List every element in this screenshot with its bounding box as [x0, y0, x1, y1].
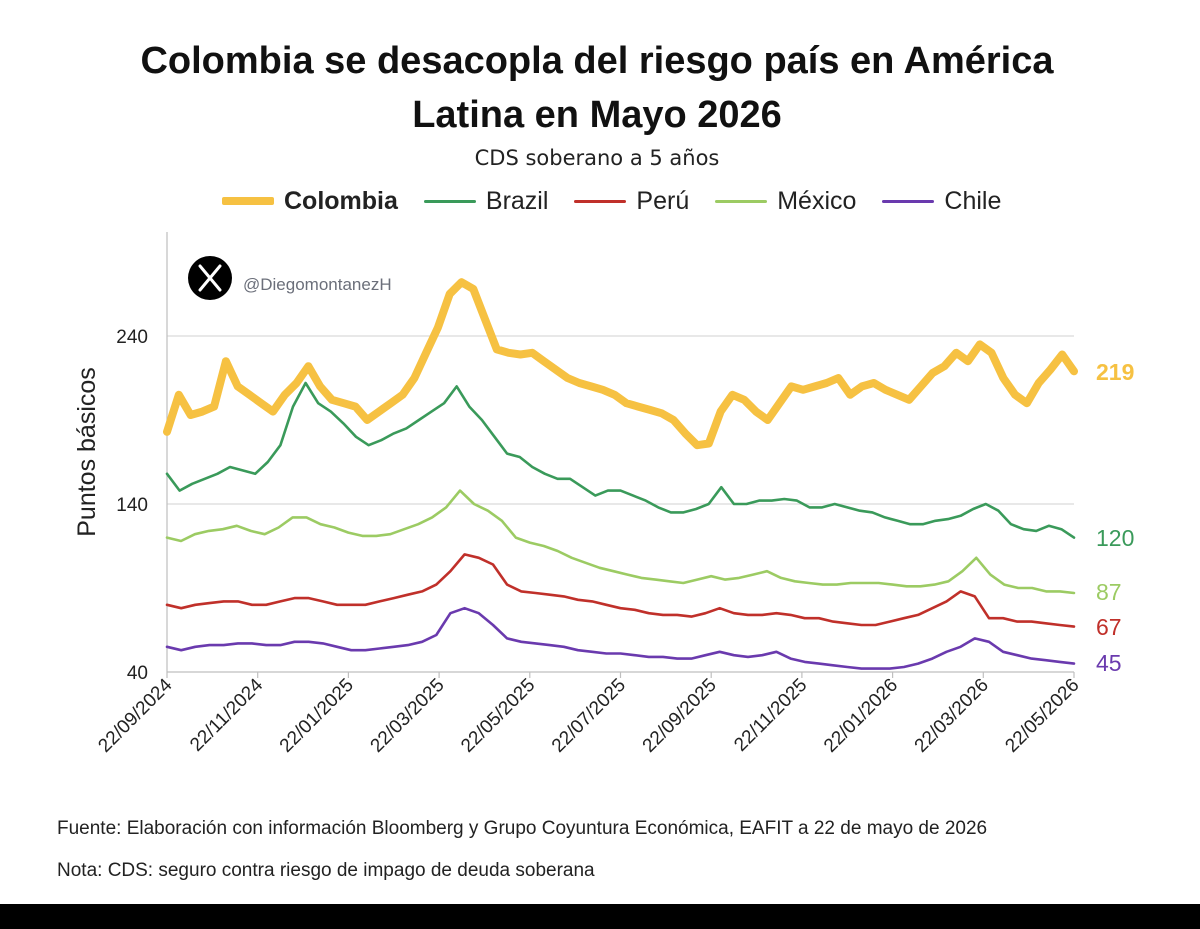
x-tick-label: 22/09/2024: [94, 674, 176, 756]
x-tick-label: 22/01/2025: [276, 675, 358, 757]
legend-label: Chile: [944, 186, 1002, 215]
series-line-colombia: [163, 278, 1078, 450]
legend-swatch: [882, 199, 935, 203]
series-line-méxico: [165, 489, 1076, 595]
x-tick-label: 22/05/2026: [1001, 675, 1083, 757]
bottom-bar: [0, 904, 1200, 929]
legend-swatch: [574, 199, 627, 203]
x-tick-label: 22/03/2026: [911, 675, 993, 757]
chart-title-line-1: Colombia se desacopla del riesgo país en…: [140, 40, 1054, 82]
legend-swatch: [715, 199, 768, 203]
end-label-chile: 45: [1096, 650, 1122, 676]
x-tick-label: 22/11/2025: [730, 675, 811, 756]
x-tick-label: 22/03/2025: [367, 675, 449, 757]
end-label-colombia: 219: [1096, 359, 1134, 385]
series-line-chile: [165, 606, 1076, 670]
legend-label: Brazil: [485, 186, 549, 215]
legend-swatch: [222, 197, 274, 205]
definition-note: Nota: CDS: seguro contra riesgo de impag…: [57, 860, 595, 881]
legend-label: México: [777, 186, 857, 215]
chart-subtitle: CDS soberano a 5 años: [474, 146, 720, 170]
source-note: Fuente: Elaboración con información Bloo…: [57, 818, 988, 839]
series-line-perú: [165, 553, 1076, 628]
y-tick-label: 240: [116, 327, 148, 348]
y-tick-label: 40: [127, 663, 148, 684]
watermark: @DiegomontanezH: [188, 256, 392, 300]
legend-item-perú: Perú: [574, 187, 689, 216]
chart-title-line-2: Latina en Mayo 2026: [412, 94, 782, 136]
legend-label: Perú: [636, 186, 690, 215]
x-tick-label: 22/11/2024: [186, 674, 267, 755]
legend-item-colombia: Colombia: [222, 187, 398, 216]
x-tick-label: 22/05/2025: [457, 675, 539, 757]
chart-title: Colombia se desacopla del riesgo país en…: [0, 34, 1194, 142]
x-tick-label: 22/07/2025: [548, 675, 630, 757]
x-tick-label: 22/09/2025: [639, 675, 721, 757]
end-label-perú: 67: [1096, 614, 1122, 640]
end-label-brazil: 120: [1096, 525, 1134, 551]
legend-swatch: [423, 199, 476, 203]
y-axis-title: Puntos básicos: [73, 367, 101, 537]
legend-item-méxico: México: [715, 187, 856, 216]
x-logo-mark: [198, 264, 222, 292]
chart-legend: Colombia Brazil Perú México Chile: [222, 184, 1027, 218]
end-label-méxico: 87: [1096, 579, 1122, 605]
legend-label: Colombia: [284, 186, 398, 215]
series-line-brazil: [165, 381, 1076, 539]
y-tick-label: 140: [116, 495, 148, 516]
x-tick-label: 22/01/2026: [820, 675, 902, 757]
legend-item-chile: Chile: [882, 187, 1001, 216]
watermark-handle: @DiegomontanezH: [243, 275, 392, 294]
legend-item-brazil: Brazil: [423, 186, 549, 216]
